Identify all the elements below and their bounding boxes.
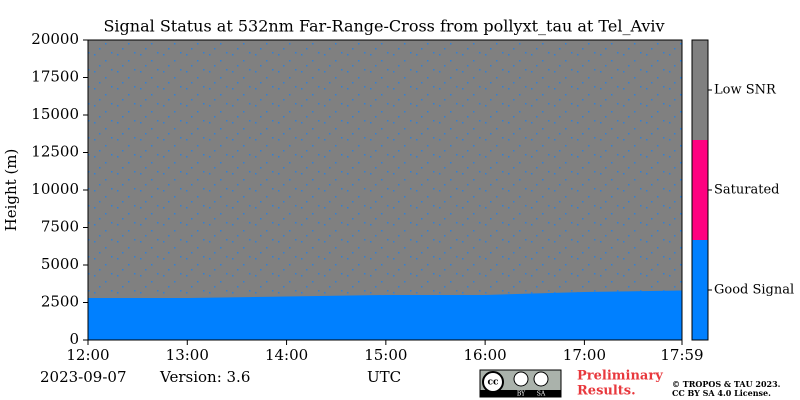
y-tick-label: 10000 (31, 180, 79, 198)
good-signal-area (88, 290, 682, 340)
notice-line: Preliminary (577, 369, 663, 384)
y-tick-label: 2500 (41, 293, 79, 311)
colorbar-segment (692, 240, 708, 340)
colorbar-segment (692, 40, 708, 140)
colorbar-frame (691, 39, 709, 341)
license: CC BY SA 4.0 License. (672, 388, 771, 398)
y-tick-label: 5000 (41, 255, 79, 273)
notice-line: Results. (577, 384, 636, 399)
legend-label: Good Signal (714, 283, 794, 298)
copyright: © TROPOS & TAU 2023. (672, 379, 781, 389)
plot-area (88, 40, 682, 340)
x-tick-label: 16:00 (464, 346, 507, 364)
y-tick-label: 0 (69, 330, 79, 348)
version: Version: 3.6 (159, 368, 250, 386)
x-tick-label: 14:00 (265, 346, 308, 364)
y-tick-label: 12500 (31, 143, 79, 161)
y-tick-label: 17500 (31, 68, 79, 86)
speckle (88, 40, 682, 340)
x-axis-label: UTC (367, 368, 401, 386)
svg-text:cc: cc (488, 378, 499, 388)
badge-sa: SA (537, 391, 546, 398)
y-tick-label: 15000 (31, 105, 79, 123)
x-tick-label: 12:00 (66, 346, 109, 364)
badge-by: BY (517, 391, 526, 398)
colorbar-segment (692, 140, 708, 240)
x-tick-label: 13:00 (166, 346, 209, 364)
y-axis-label: Height (m) (2, 149, 20, 232)
legend-label: Saturated (714, 183, 779, 198)
y-tick-label: 7500 (41, 218, 79, 236)
date: 2023-09-07 (40, 368, 126, 386)
legend-label: Low SNR (714, 83, 777, 98)
x-tick-label: 17:59 (660, 346, 703, 364)
chart-title: Signal Status at 532nm Far-Range-Cross f… (103, 17, 664, 36)
x-tick-label: 15:00 (364, 346, 407, 364)
cc-badge: cc BY SA (479, 369, 562, 398)
x-tick-label: 17:00 (563, 346, 606, 364)
y-tick-label: 20000 (31, 30, 79, 48)
